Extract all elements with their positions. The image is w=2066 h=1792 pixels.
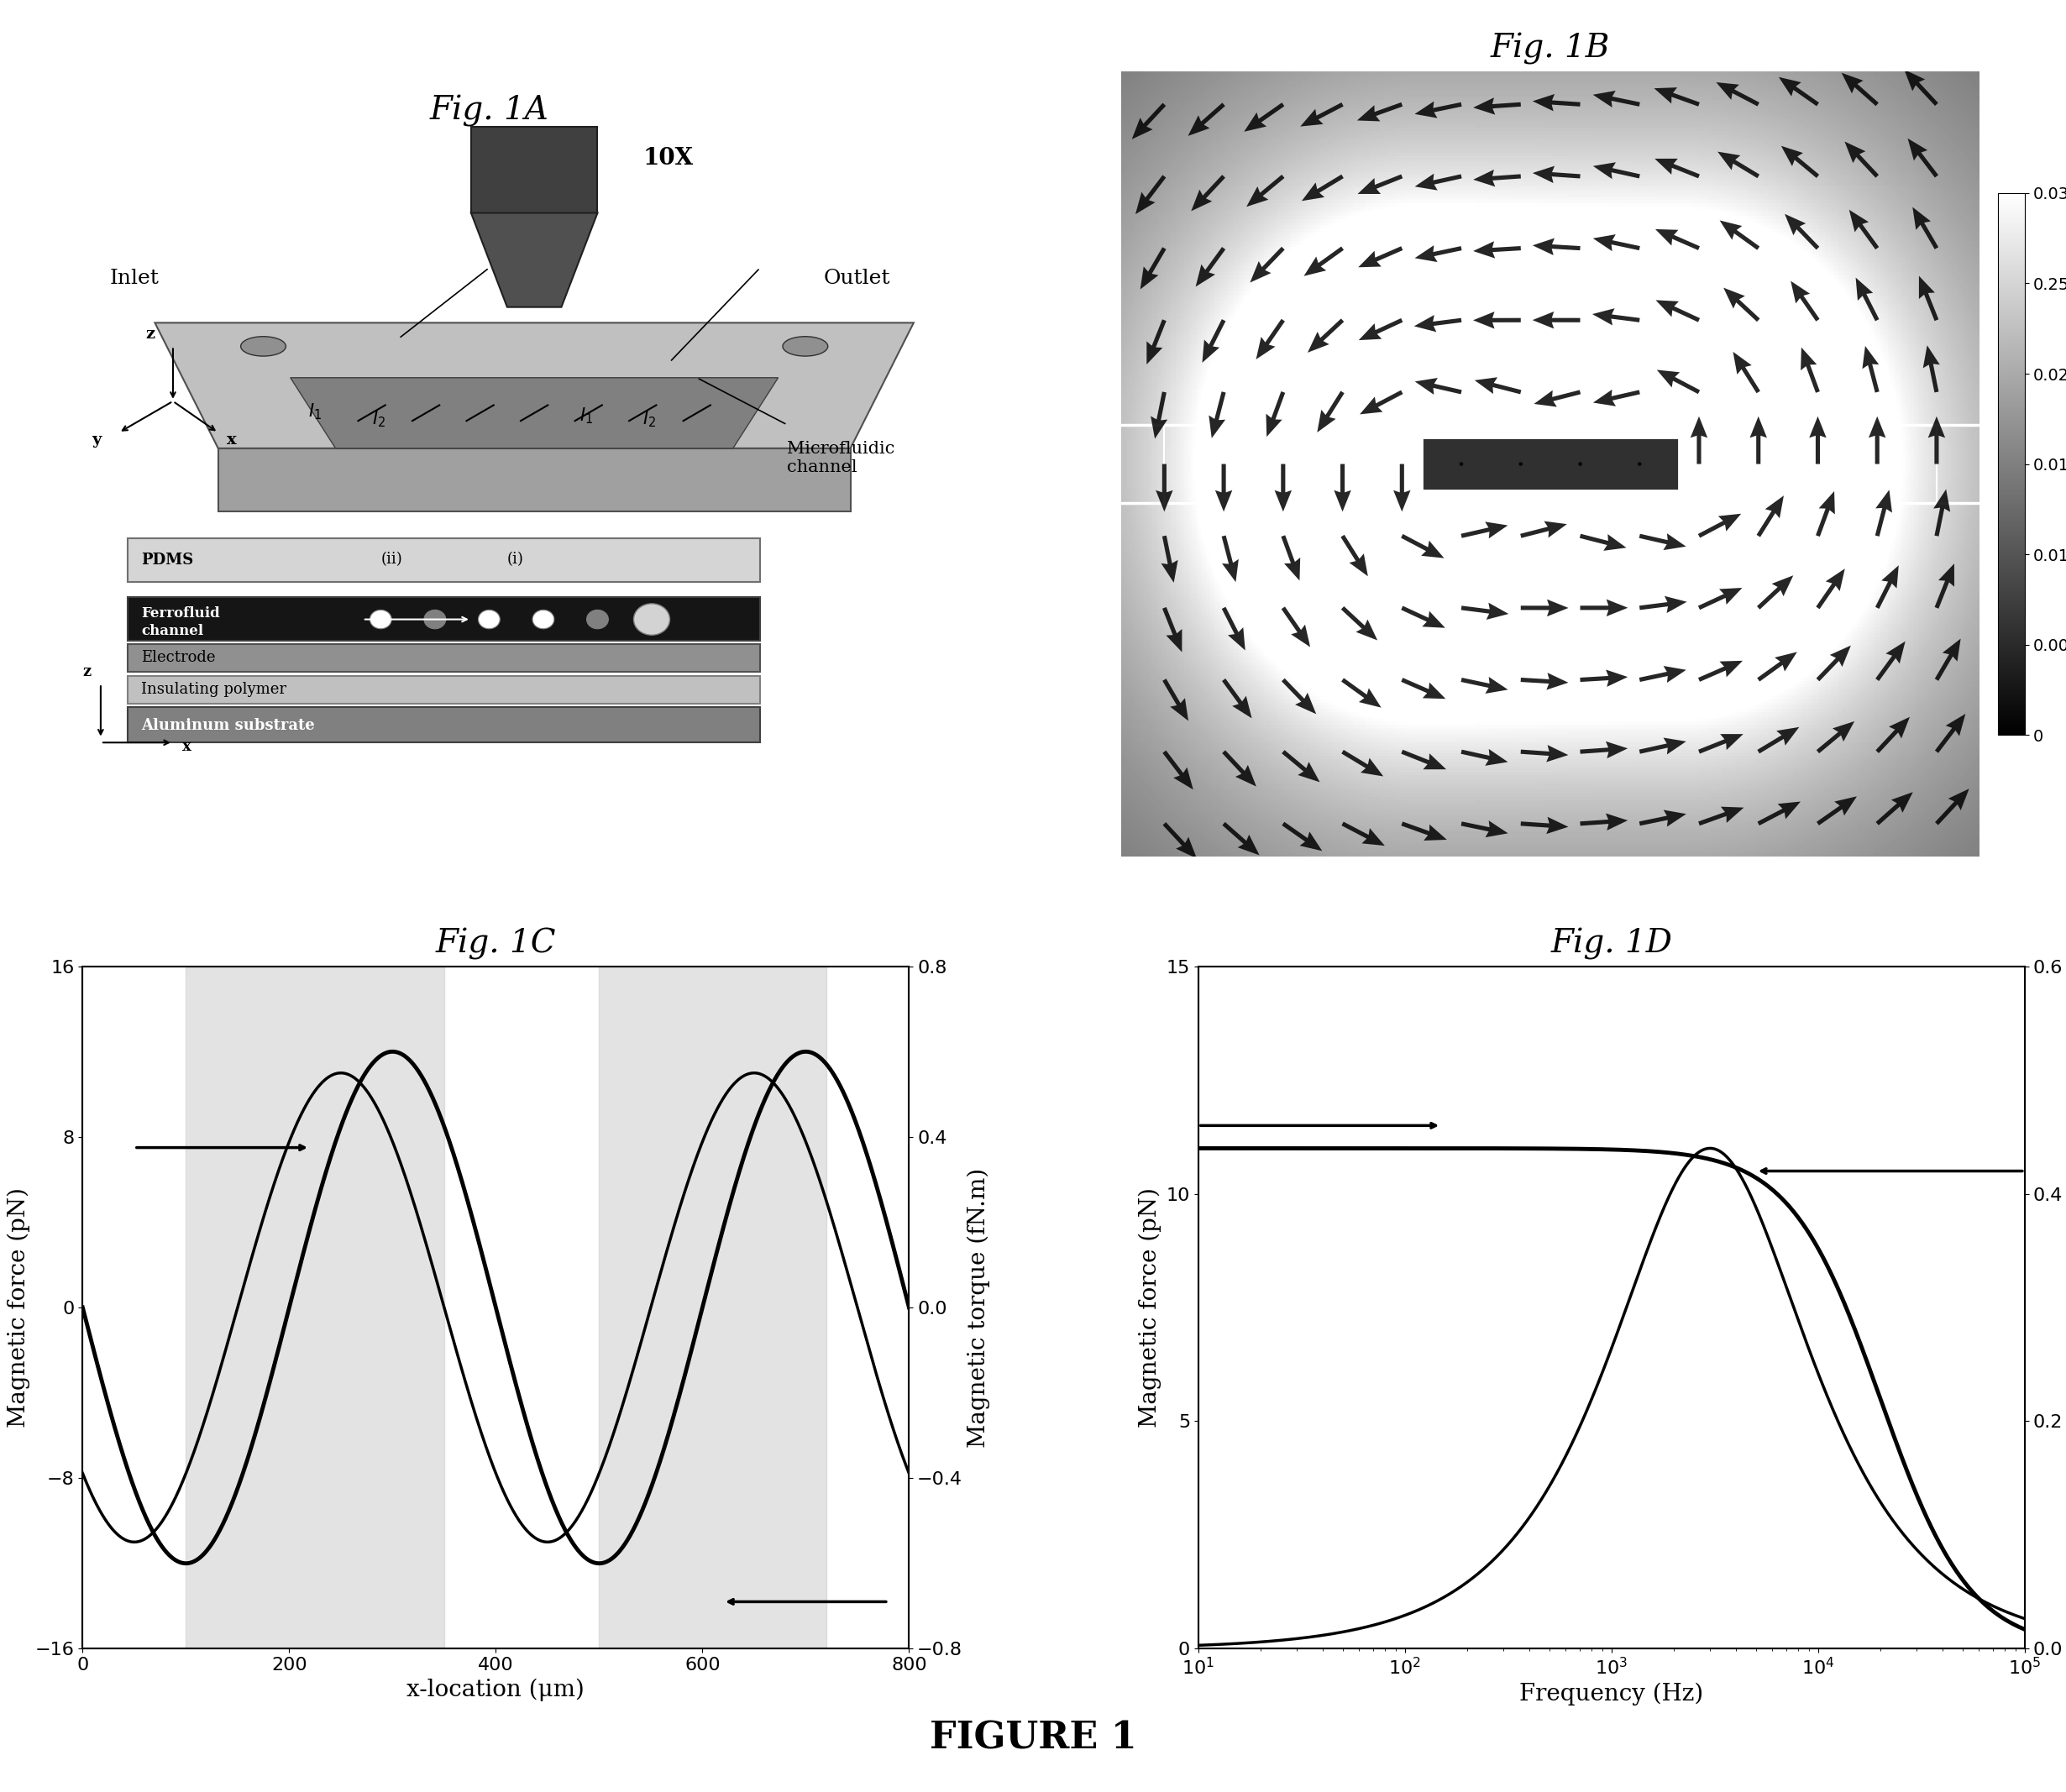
Text: Ferrofluid: Ferrofluid [140, 606, 221, 620]
Text: $I_2$: $I_2$ [643, 410, 657, 430]
Text: z: z [83, 665, 91, 679]
Circle shape [587, 609, 607, 629]
Ellipse shape [242, 337, 285, 357]
Bar [471, 127, 597, 213]
Text: Fig. 1A: Fig. 1A [430, 95, 550, 127]
Text: $I_1$: $I_1$ [578, 405, 593, 425]
Title: Fig. 1B: Fig. 1B [1492, 32, 1609, 65]
Text: Aluminum substrate: Aluminum substrate [140, 719, 314, 733]
Bar [186, 966, 444, 1649]
Y-axis label: Magnetic force (pN): Magnetic force (pN) [1138, 1188, 1161, 1428]
Text: x: x [227, 432, 238, 448]
Bar [1165, 425, 1936, 504]
Bar [128, 539, 760, 582]
Polygon shape [155, 323, 913, 448]
Text: 10X: 10X [643, 147, 694, 168]
Polygon shape [219, 448, 851, 511]
Polygon shape [471, 213, 597, 306]
Text: (i): (i) [506, 552, 525, 568]
Circle shape [477, 609, 500, 629]
Circle shape [424, 609, 446, 629]
Circle shape [533, 609, 554, 629]
Ellipse shape [783, 337, 828, 357]
X-axis label: Frequency (Hz): Frequency (Hz) [1519, 1683, 1704, 1706]
Text: Insulating polymer: Insulating polymer [140, 681, 287, 697]
Circle shape [370, 609, 393, 629]
Text: y: y [91, 432, 101, 448]
Circle shape [634, 604, 669, 634]
Text: FIGURE 1: FIGURE 1 [930, 1720, 1136, 1756]
Text: $I_1$: $I_1$ [308, 401, 322, 421]
Text: Outlet: Outlet [824, 269, 890, 289]
X-axis label: x-location (μm): x-location (μm) [407, 1679, 585, 1701]
Text: Microfluidic
channel: Microfluidic channel [787, 441, 895, 475]
Bar [128, 708, 760, 742]
Text: Electrode: Electrode [140, 650, 215, 665]
Bar [599, 966, 826, 1649]
Text: channel: channel [140, 624, 205, 638]
Bar [128, 597, 760, 640]
Text: PDMS: PDMS [140, 552, 194, 568]
Y-axis label: Magnetic torque (fN.m): Magnetic torque (fN.m) [967, 1168, 990, 1448]
Bar [128, 676, 760, 702]
Y-axis label: Magnetic force (pN): Magnetic force (pN) [8, 1188, 31, 1428]
Title: Fig. 1D: Fig. 1D [1552, 928, 1671, 959]
Polygon shape [291, 378, 779, 448]
Bar [128, 645, 760, 672]
Text: $I_2$: $I_2$ [372, 410, 384, 430]
Text: x: x [182, 738, 190, 754]
Title: Fig. 1C: Fig. 1C [436, 928, 556, 959]
Bar [1421, 437, 1680, 491]
Text: (ii): (ii) [380, 552, 403, 568]
Text: Inlet: Inlet [109, 269, 159, 289]
Text: z: z [147, 326, 155, 342]
